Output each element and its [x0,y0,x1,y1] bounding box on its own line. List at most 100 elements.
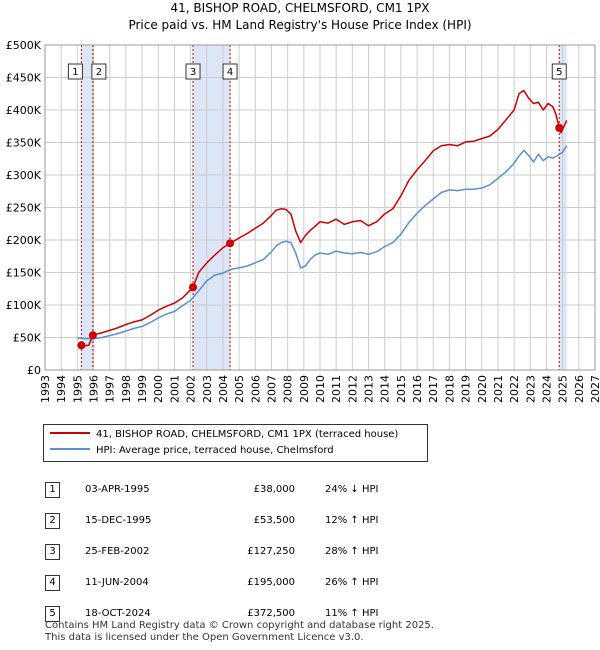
transaction-date: 11-JUN-2004 [85,577,149,588]
transaction-hpi: 24% ↓ HPI [325,484,379,495]
legend-swatch-hpi [50,448,90,450]
legend-item-hpi: HPI: Average price, terraced house, Chel… [50,444,334,458]
x-tick-label: 2012 [346,375,359,403]
x-tick-label: 2015 [395,375,408,403]
legend-swatch-property [50,432,90,434]
x-tick-label: 2000 [152,375,165,403]
sale-point [226,239,235,248]
x-tick-label: 2019 [460,375,473,403]
x-tick-label: 2005 [233,375,246,403]
footer-copyright: Contains HM Land Registry data © Crown c… [45,620,434,631]
transaction-hpi: 12% ↑ HPI [325,515,379,526]
y-tick-label: £500K [6,39,42,52]
sale-label: 3 [190,67,196,78]
x-tick-label: 1993 [39,375,52,403]
plot-border [44,44,596,371]
sale-point [88,331,97,340]
transaction-number: 1 [45,481,60,498]
sale-point [189,283,198,292]
x-tick-label: 2013 [363,375,376,403]
x-tick-label: 1998 [120,375,133,403]
transaction-price: £195,000 [247,577,295,588]
transaction-date: 25-FEB-2002 [85,546,150,557]
y-tick-label: £350K [6,137,42,150]
y-tick-label: £150K [6,267,42,280]
table-row: 1 03-APR-1995 £38,000 24% ↓ HPI [45,474,435,505]
x-tick-label: 1997 [104,375,117,403]
transaction-price: £53,500 [253,515,295,526]
transaction-number: 3 [45,543,60,560]
table-row: 5 18-OCT-2024 £372,500 11% ↑ HPI [45,598,435,629]
sale-label-box [91,63,107,80]
x-tick-label: 2007 [265,375,278,403]
x-tick-label: 2009 [298,375,311,403]
y-tick-label: £100K [6,299,42,312]
sale-label: 2 [96,67,102,78]
y-tick-label: £400K [6,104,42,117]
sale-label: 5 [556,67,562,78]
transaction-number: 2 [45,512,60,529]
sale-label-box [551,63,567,80]
x-tick-label: 2001 [168,375,181,403]
x-tick-label: 2003 [201,375,214,403]
table-row: 2 15-DEC-1995 £53,500 12% ↑ HPI [45,505,435,536]
x-tick-label: 2023 [524,375,537,403]
x-tick-label: 2010 [314,375,327,403]
transaction-date: 03-APR-1995 [85,484,150,495]
x-tick-label: 1999 [136,375,149,403]
x-tick-label: 2024 [540,375,553,403]
sale-label: 4 [227,67,233,78]
x-tick-label: 1995 [71,375,84,403]
transaction-hpi: 26% ↑ HPI [325,577,379,588]
transaction-price: £127,250 [247,546,295,557]
table-row: 3 25-FEB-2002 £127,250 28% ↑ HPI [45,536,435,567]
y-tick-label: £50K [13,332,42,345]
y-tick-label: £250K [6,202,42,215]
x-tick-label: 2027 [589,375,600,403]
legend-label-hpi: HPI: Average price, terraced house, Chel… [96,445,334,456]
x-tick-label: 2021 [492,375,505,403]
x-tick-label: 2014 [379,375,392,403]
x-tick-label: 2017 [427,375,440,403]
x-tick-label: 2002 [185,375,198,403]
y-tick-label: £300K [6,169,42,182]
x-tick-label: 1994 [55,375,68,403]
y-tick-label: £450K [6,72,42,85]
transaction-date: 18-OCT-2024 [85,608,151,619]
x-tick-label: 1996 [88,375,101,403]
chart-subtitle: Price paid vs. HM Land Registry's House … [128,18,472,32]
hpi-line [77,145,568,340]
sale-label: 1 [72,67,78,78]
legend-label-property: 41, BISHOP ROAD, CHELMSFORD, CM1 1PX (te… [96,429,399,440]
transaction-number: 4 [45,574,60,591]
property-price-line [80,89,568,347]
transaction-date: 15-DEC-1995 [85,515,152,526]
transaction-price: £372,500 [247,608,295,619]
price-chart: 1 2 3 4 5 £0 £50K £100K £150K £200K £250K £300K £350… [6,39,600,403]
x-tick-label: 2020 [476,375,489,403]
y-tick-label: £0 [27,364,41,377]
transaction-price: £38,000 [253,484,295,495]
transaction-number: 5 [45,605,60,622]
x-tick-label: 2004 [217,375,230,403]
x-tick-label: 2008 [282,375,295,403]
sale-label-box [185,63,201,80]
x-tick-label: 2025 [557,375,570,403]
chart-title: 41, BISHOP ROAD, CHELMSFORD, CM1 1PX [170,1,430,15]
legend-item-property: 41, BISHOP ROAD, CHELMSFORD, CM1 1PX (te… [50,428,398,442]
x-tick-label: 2018 [443,375,456,403]
table-row: 4 11-JUN-2004 £195,000 26% ↑ HPI [45,567,435,598]
y-tick-label: £200K [6,234,42,247]
x-tick-label: 2006 [249,375,262,403]
transaction-hpi: 11% ↑ HPI [325,608,379,619]
footer-licence: This data is licensed under the Open Gov… [45,632,364,643]
sale-point [77,341,86,350]
sale-point [555,123,564,132]
transactions-table: 1 03-APR-1995 £38,000 24% ↓ HPI 2 15-DEC… [45,474,435,629]
x-tick-label: 2022 [508,375,521,403]
x-tick-label: 2016 [411,375,424,403]
transaction-hpi: 28% ↑ HPI [325,546,379,557]
x-tick-label: 2011 [330,375,343,403]
legend: 41, BISHOP ROAD, CHELMSFORD, CM1 1PX (te… [43,424,428,462]
sale-label-box [67,63,83,80]
